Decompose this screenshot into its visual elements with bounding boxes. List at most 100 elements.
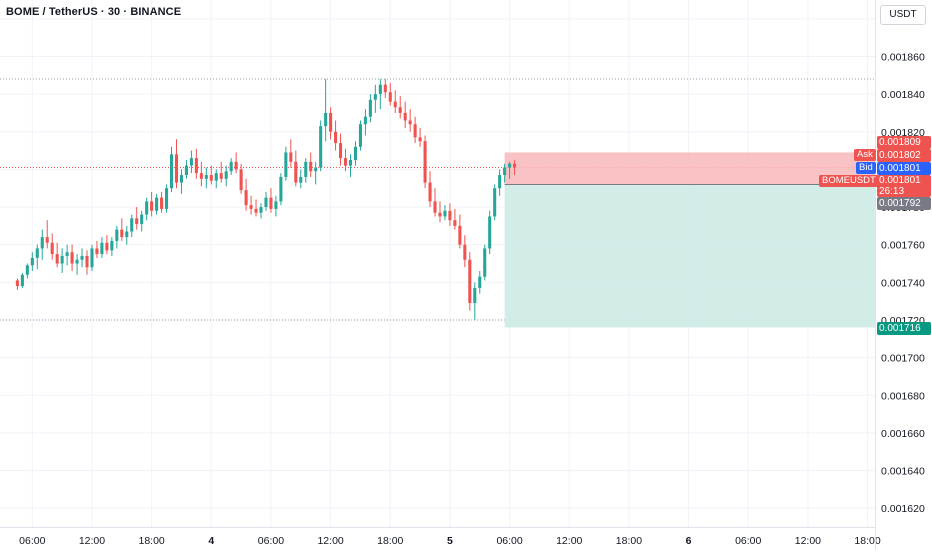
candle-body xyxy=(150,201,154,211)
bid-label: Bid xyxy=(856,162,876,174)
candle-body xyxy=(403,112,407,121)
candle-body xyxy=(488,216,492,249)
candle-body xyxy=(423,141,427,183)
candle-body xyxy=(274,201,278,209)
bid-price-tag: 0.001801 xyxy=(877,162,931,175)
x-tick-label: 6 xyxy=(686,535,692,547)
y-tick-label: 0.001620 xyxy=(881,503,925,515)
candle-body xyxy=(40,237,44,249)
candle-body xyxy=(160,197,164,209)
entry-price-tag: 0.001792 xyxy=(877,197,931,210)
candle-body xyxy=(15,280,19,287)
candle-body xyxy=(388,92,392,102)
candle-body xyxy=(219,173,223,179)
x-tick-label: 06:00 xyxy=(735,535,761,547)
candle-body xyxy=(140,214,144,224)
candle-body xyxy=(194,158,198,174)
candle-body xyxy=(105,242,109,251)
candle-body xyxy=(433,201,437,213)
x-tick-label: 12:00 xyxy=(79,535,105,547)
x-tick-label: 5 xyxy=(447,535,453,547)
candle-body xyxy=(100,242,104,255)
y-tick-label: 0.001840 xyxy=(881,89,925,101)
x-tick-label: 18:00 xyxy=(616,535,642,547)
candle-body xyxy=(25,265,29,275)
y-tick-label: 0.001740 xyxy=(881,277,925,289)
candle-body xyxy=(493,188,497,217)
candle-body xyxy=(309,161,313,172)
candle-body xyxy=(383,84,387,93)
candle-body xyxy=(329,112,333,132)
candle-body xyxy=(363,116,367,125)
candle-body xyxy=(483,248,487,277)
candle-body xyxy=(438,212,442,217)
candle-body xyxy=(334,131,338,144)
y-tick-label: 0.001760 xyxy=(881,240,925,252)
candle-body xyxy=(448,210,452,221)
candle-body xyxy=(199,173,203,179)
y-tick-label: 0.001860 xyxy=(881,51,925,63)
x-tick-label: 12:00 xyxy=(556,535,582,547)
price-axis-separator xyxy=(875,0,876,550)
candle-body xyxy=(130,218,134,232)
ask-price-tag: 0.001802 xyxy=(877,149,931,162)
candle-body xyxy=(214,173,218,181)
candle-body xyxy=(269,197,273,209)
x-tick-label: 12:00 xyxy=(795,535,821,547)
candle-body xyxy=(145,201,149,215)
candle-body xyxy=(289,152,293,162)
candle-body xyxy=(443,210,447,217)
candle-body xyxy=(339,143,343,159)
candle-body xyxy=(189,158,193,166)
candle-body xyxy=(135,218,139,224)
candle-body xyxy=(80,255,84,260)
chart-title: BOME / TetherUS · 30 · BINANCE xyxy=(6,6,182,18)
x-tick-label: 12:00 xyxy=(317,535,343,547)
candle-body xyxy=(368,99,372,117)
candle-body xyxy=(453,220,457,226)
candle-body xyxy=(304,161,308,177)
time-axis: 06:00 12:00 18:00 4 06:00 12:00 18:00 5 06:00 12:… xyxy=(19,535,881,547)
stop-loss-zone xyxy=(504,152,875,185)
candle-body xyxy=(478,276,482,288)
candle-body xyxy=(90,248,94,268)
candle-body xyxy=(65,252,69,256)
target-price-tag: 0.001716 xyxy=(877,322,931,335)
y-tick-label: 0.001640 xyxy=(881,466,925,478)
candle-body xyxy=(60,255,64,264)
candle-body xyxy=(473,287,477,304)
candle-body xyxy=(393,101,397,108)
candle-body xyxy=(174,154,179,183)
candle-countdown: 26:13 xyxy=(879,186,905,197)
candle-body xyxy=(55,254,59,264)
candle-body xyxy=(418,137,422,142)
candle-body xyxy=(259,207,263,213)
candle-body xyxy=(244,190,248,206)
candle-body xyxy=(115,229,119,241)
candle-body xyxy=(45,237,49,243)
x-tick-label: 4 xyxy=(208,535,214,547)
y-tick-label: 0.001700 xyxy=(881,353,925,365)
candle-body xyxy=(294,161,298,183)
candle-body xyxy=(20,274,24,287)
candle-body xyxy=(428,182,432,202)
symbol-label: BOMEUSDT xyxy=(819,175,879,187)
candle-body xyxy=(184,165,188,176)
x-tick-label: 06:00 xyxy=(496,535,522,547)
candle-body xyxy=(254,208,258,213)
x-tick-label: 06:00 xyxy=(258,535,284,547)
candle-body xyxy=(95,248,99,255)
y-tick-label: 0.001820 xyxy=(881,127,925,139)
y-tick-label: 0.001680 xyxy=(881,390,925,402)
y-tick-label: 0.001660 xyxy=(881,428,925,440)
candle-body xyxy=(408,120,412,125)
currency-unit-button[interactable]: USDT xyxy=(880,5,926,25)
candle-body xyxy=(468,259,472,304)
ask-label: Ask xyxy=(854,149,876,161)
candle-body xyxy=(284,152,288,177)
candle-body xyxy=(179,175,184,183)
long-position-tool xyxy=(504,152,875,328)
candle-body xyxy=(155,197,159,211)
